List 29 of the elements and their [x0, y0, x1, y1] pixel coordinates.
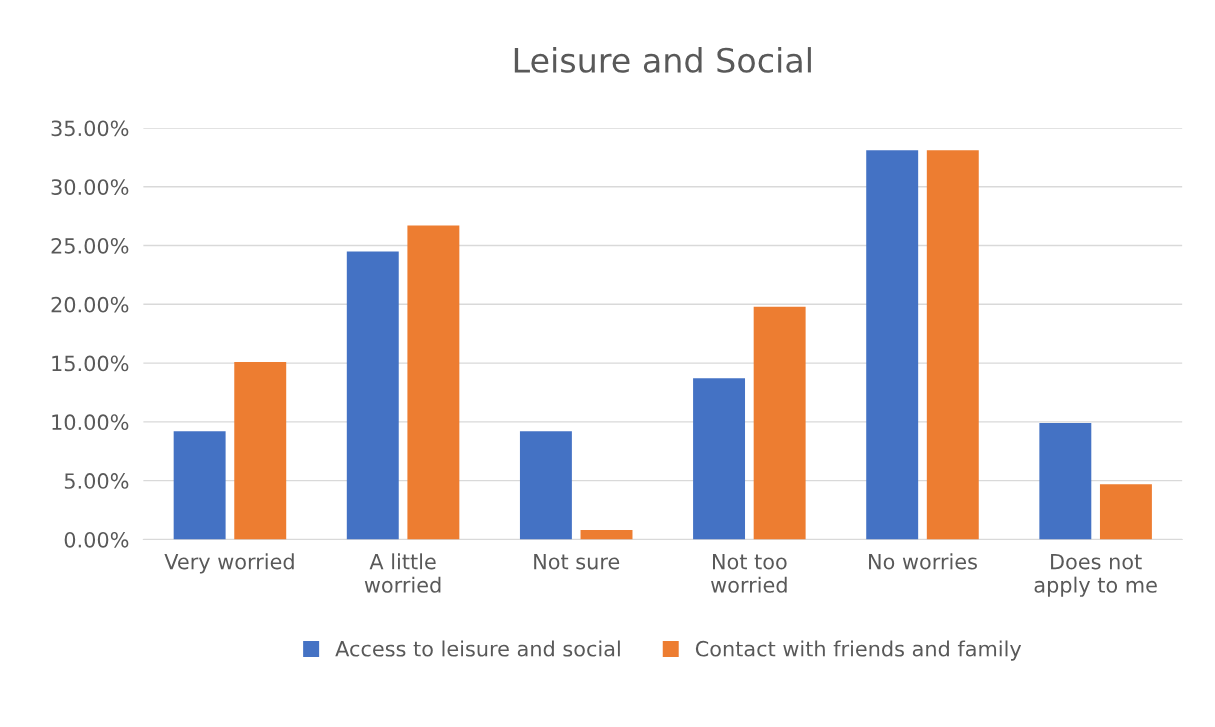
y-tick-label: 0.00% — [64, 531, 129, 548]
bar — [693, 378, 746, 540]
bar — [926, 150, 979, 540]
y-tick-label: 20.00% — [51, 296, 129, 313]
chart-title: Leisure and Social — [514, 47, 811, 73]
legend-label: Access to leisure and social — [335, 640, 620, 657]
y-tick-label: 10.00% — [52, 414, 129, 431]
y-tick-label: 15.00% — [52, 355, 129, 372]
bar — [346, 251, 399, 540]
x-tick-label: Very worried — [164, 553, 294, 574]
legend-label: Contact with friends and family — [695, 640, 1022, 661]
y-tick-label: 30.00% — [51, 179, 129, 195]
bar — [1039, 423, 1092, 540]
y-tick-label: 35.00% — [51, 120, 129, 137]
x-tick-label: No worries — [869, 553, 977, 570]
bar — [519, 431, 572, 540]
bar — [753, 306, 806, 540]
x-tick-label: Not sure — [534, 553, 620, 570]
bar — [1099, 484, 1152, 540]
x-tick-label: A little worried — [364, 553, 441, 593]
y-tick-label: 25.00% — [51, 237, 129, 254]
bar — [234, 361, 287, 540]
x-tick-label: Not too worried — [711, 553, 787, 593]
bar — [580, 530, 633, 540]
bar — [407, 225, 460, 540]
bar — [866, 150, 919, 540]
bar — [173, 431, 226, 540]
x-tick-label: Does not apply to me — [1034, 553, 1157, 597]
y-tick-label: 5.00% — [64, 473, 129, 489]
